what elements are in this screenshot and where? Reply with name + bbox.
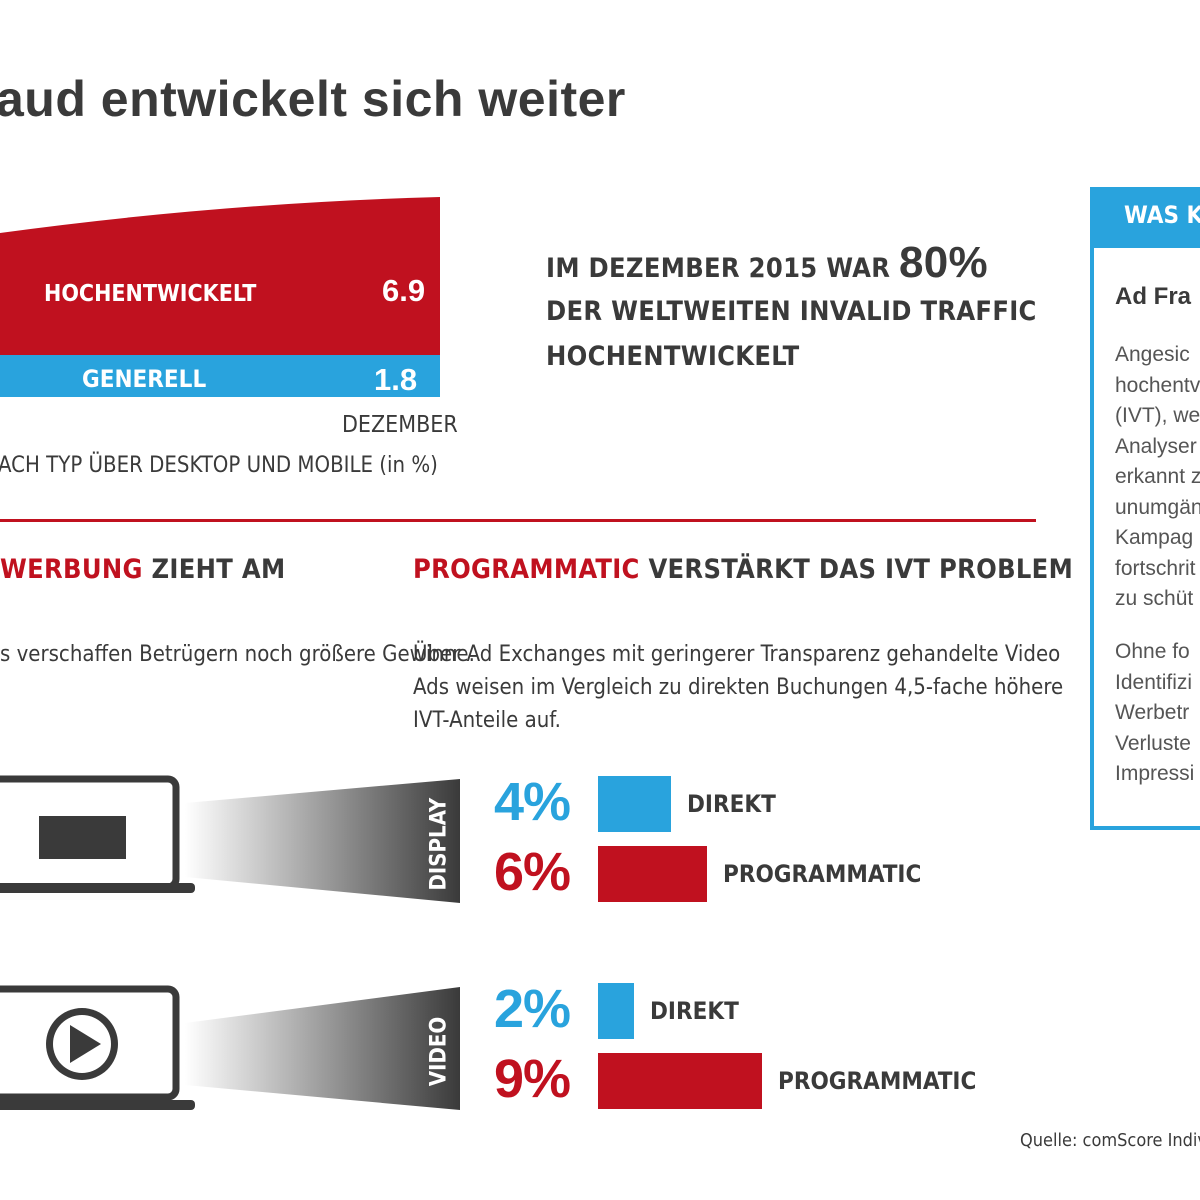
- label-generell: GENERELL: [82, 365, 207, 393]
- section-right-heading: PROGRAMMATIC VERSTÄRKT DAS IVT PROBLEM: [413, 554, 1073, 585]
- label-hochentwickelt: HOCHENTWICKELT: [44, 281, 257, 307]
- bar-label-video-programmatic: PROGRAMMATIC: [778, 1067, 977, 1095]
- area-chart: [0, 197, 440, 397]
- section-left-heading-red: WERBUNG: [0, 554, 143, 585]
- bar-label-display-direkt: DIREKT: [687, 790, 776, 818]
- value-generell: 1.8: [374, 362, 418, 397]
- bar-display-programmatic: [598, 846, 707, 902]
- section-right-heading-red: PROGRAMMATIC: [413, 554, 640, 585]
- bar-label-video-direkt: DIREKT: [650, 997, 739, 1025]
- bar-display-direkt: [598, 776, 671, 832]
- sidebar-line: unumgän: [1115, 495, 1200, 519]
- area-hochentwickelt: [0, 197, 440, 355]
- bar-value-display-programmatic: 6%: [494, 842, 571, 902]
- section-left-body: s verschaffen Betrügern noch größere Gew…: [0, 642, 475, 667]
- bar-value-video-direkt: 2%: [494, 979, 571, 1039]
- sidebar-line: Impressi: [1115, 762, 1195, 785]
- stat-line-1: IM DEZEMBER 2015 WAR 80%: [546, 238, 988, 288]
- display-ad-block: [39, 816, 126, 859]
- stat-big-number: 80%: [899, 238, 988, 287]
- section-right-body-line: Ads weisen im Vergleich zu direkten Buch…: [413, 675, 1064, 700]
- sidebar-line: Verluste: [1115, 731, 1191, 755]
- sidebar-header: WAS KA: [1090, 187, 1200, 248]
- stat-line-2: DER WELTWEITEN INVALID TRAFFIC: [546, 296, 1037, 327]
- page-title: aud entwickelt sich weiter: [0, 71, 626, 127]
- section-right-body-line: IVT-Anteile auf.: [413, 708, 561, 733]
- sidebar-line: Werbetr: [1115, 701, 1190, 724]
- sidebar-line: Angesic: [1115, 343, 1190, 366]
- sidebar-paragraph-1: Angesic hochentv (IVT), we Analyser erka…: [1115, 340, 1200, 615]
- group-label-display: DISPLAY: [426, 797, 452, 891]
- group-label-video: VIDEO: [426, 1016, 452, 1087]
- sidebar-box: [1090, 187, 1200, 830]
- video-beam: [185, 987, 460, 1110]
- source-note: Quelle: comScore Individuel: [1020, 1130, 1200, 1151]
- chart-footnote: ACH TYP ÜBER DESKTOP UND MOBILE (in %): [0, 453, 438, 478]
- sidebar-line: Kampag: [1115, 526, 1194, 549]
- sidebar-header-text: WAS KA: [1124, 201, 1200, 229]
- section-right-body: Über Ad Exchanges mit geringerer Transpa…: [413, 638, 1063, 737]
- display-illustration: [0, 775, 460, 903]
- sidebar-line: Ohne fo: [1115, 640, 1190, 663]
- bar-video-direkt: [598, 983, 634, 1039]
- sidebar-line: erkannt z: [1115, 465, 1200, 488]
- display-beam: [185, 779, 460, 903]
- sidebar-paragraph-2: Ohne fo Identifizi Werbetr Verluste Impr…: [1115, 637, 1194, 790]
- bar-label-display-programmatic: PROGRAMMATIC: [723, 860, 922, 888]
- sidebar-line: (IVT), we: [1115, 404, 1200, 427]
- section-right-body-line: Über Ad Exchanges mit geringerer Transpa…: [413, 642, 1061, 667]
- stat-line-3: HOCHENTWICKELT: [546, 341, 800, 372]
- bar-value-display-direkt: 4%: [494, 772, 571, 832]
- sidebar-line: zu schüt: [1115, 587, 1194, 610]
- sidebar-line: hochentv: [1115, 373, 1200, 397]
- sidebar-line: Analyser: [1115, 434, 1197, 458]
- stat-prefix: IM DEZEMBER 2015 WAR: [546, 253, 891, 284]
- section-divider: [0, 519, 1036, 522]
- area-generell: [0, 355, 440, 397]
- value-hochentwickelt: 6.9: [382, 273, 426, 308]
- section-left-heading-rest: ZIEHT AM: [142, 554, 286, 585]
- bar-value-video-programmatic: 9%: [494, 1049, 571, 1109]
- month-label: DEZEMBER: [342, 412, 458, 438]
- sidebar-line: fortschrit: [1115, 556, 1196, 580]
- bar-video-programmatic: [598, 1053, 762, 1109]
- section-left-heading: WERBUNG ZIEHT AM: [0, 554, 285, 585]
- section-right-heading-rest: VERSTÄRKT DAS IVT PROBLEM: [639, 554, 1074, 585]
- sidebar-title: Ad Fra: [1115, 283, 1192, 310]
- monitor-icon: [0, 985, 180, 1101]
- video-illustration: [0, 985, 460, 1110]
- sidebar-line: Identifizi: [1115, 670, 1193, 694]
